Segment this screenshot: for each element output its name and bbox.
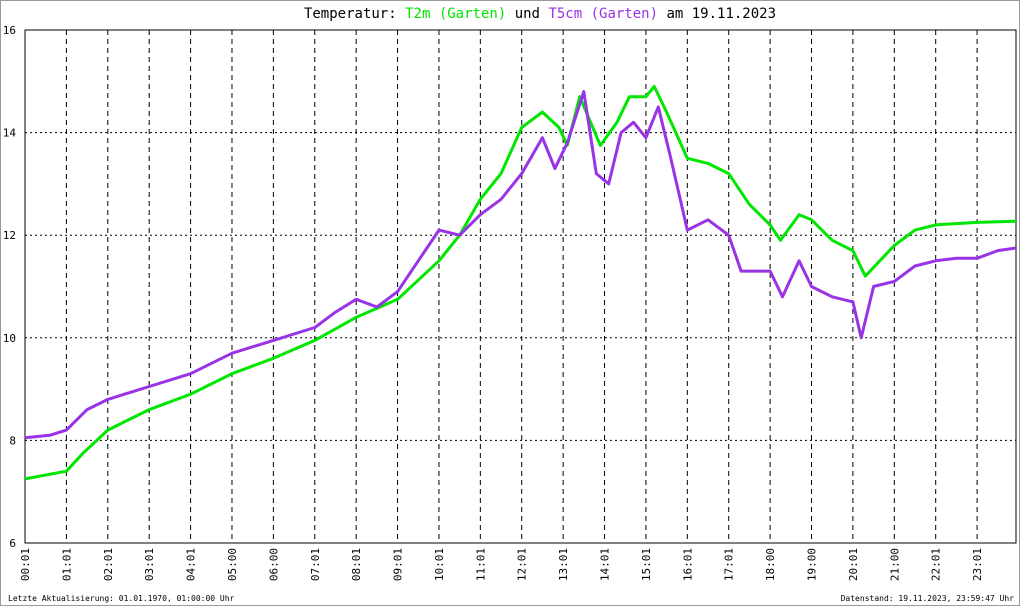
footer-right: Datenstand: 19.11.2023, 23:59:47 Uhr — [841, 594, 1015, 603]
x-tick-label: 22:01 — [930, 548, 943, 581]
x-tick-label: 17:01 — [723, 548, 736, 581]
x-tick-label: 12:01 — [516, 548, 529, 581]
footer-left: Letzte Aktualisierung: 01.01.1970, 01:00… — [8, 594, 235, 603]
x-tick-label: 11:01 — [474, 548, 487, 581]
plot-border — [24, 29, 1017, 544]
x-tick-label: 07:01 — [309, 548, 322, 581]
title-suffix: am 19.11.2023 — [666, 6, 776, 22]
x-tick-label: 19:00 — [806, 548, 819, 581]
x-tick-label: 09:01 — [392, 548, 405, 581]
x-tick-label: 08:01 — [350, 548, 363, 581]
y-tick-label: 8 — [9, 434, 16, 447]
title-prefix: Temperatur: — [304, 6, 397, 22]
series-line — [24, 90, 1017, 440]
x-tick-label: 01:01 — [60, 548, 73, 581]
x-tick-label: 21:00 — [888, 548, 901, 581]
y-tick-label: 14 — [3, 127, 17, 140]
legend-entry: T2m (Garten) — [405, 6, 506, 22]
y-tick-label: 12 — [3, 229, 16, 242]
x-tick-label: 18:00 — [764, 548, 777, 581]
x-tick-label: 10:01 — [433, 548, 446, 581]
x-tick-label: 20:01 — [847, 548, 860, 581]
x-tick-label: 03:01 — [143, 548, 156, 581]
x-tick-label: 15:01 — [640, 548, 653, 581]
x-tick-label: 06:00 — [267, 548, 280, 581]
x-tick-label: 05:00 — [226, 548, 239, 581]
chart-title: Temperatur: T2m (Garten) und T5cm (Garte… — [304, 6, 776, 22]
legend-entry: T5cm (Garten) — [548, 6, 658, 22]
x-tick-label: 04:01 — [185, 548, 198, 581]
x-tick-label: 23:01 — [971, 548, 984, 581]
title-join: und — [515, 6, 540, 22]
y-tick-label: 10 — [3, 332, 16, 345]
x-tick-label: 02:01 — [102, 548, 115, 581]
series-line — [24, 84, 1017, 481]
y-tick-label: 16 — [3, 24, 16, 37]
x-tick-label: 16:01 — [681, 548, 694, 581]
x-tick-label: 13:01 — [557, 548, 570, 581]
x-tick-label: 14:01 — [599, 548, 612, 581]
x-tick-label: 00:01 — [19, 548, 32, 581]
y-tick-label: 6 — [9, 537, 16, 550]
